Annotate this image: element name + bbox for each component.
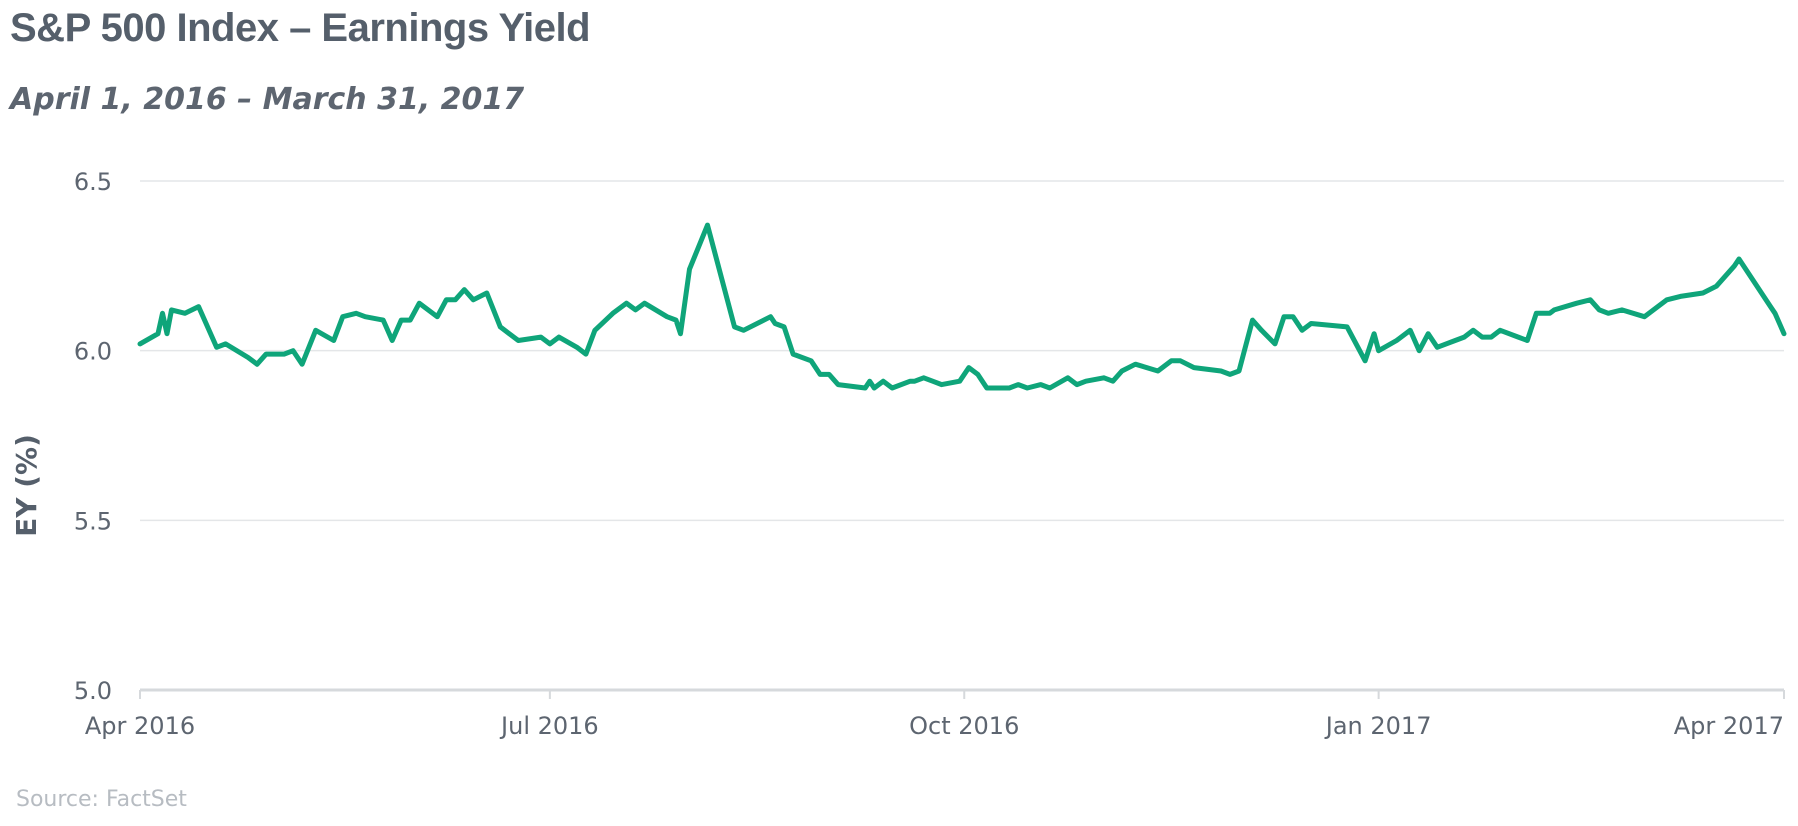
x-tick-label: Oct 2016: [909, 712, 1019, 740]
x-tick-label: Jul 2016: [499, 712, 599, 740]
y-axis-title: EY (%): [10, 434, 43, 537]
x-tick-label: Jan 2017: [1324, 712, 1432, 740]
line-chart: 5.0 5.5 6.0 6.5 Apr 2016 Jul 2016 Oct 2016 Jan …: [10, 168, 1787, 740]
x-tick-label: Apr 2016: [85, 712, 195, 740]
x-tick-label: Apr 2017: [1674, 712, 1784, 740]
source-note: Source: FactSet: [16, 787, 187, 812]
y-tick-label: 5.5: [74, 507, 112, 535]
chart-title: S&P 500 Index – Earnings Yield: [10, 6, 591, 50]
series-line: [137, 222, 1787, 391]
y-tick-label: 6.0: [74, 338, 112, 366]
y-tick-label: 5.0: [74, 677, 112, 705]
chart-subtitle: April 1, 2016 – March 31, 2017: [10, 82, 525, 117]
y-tick-label: 6.5: [74, 168, 112, 196]
